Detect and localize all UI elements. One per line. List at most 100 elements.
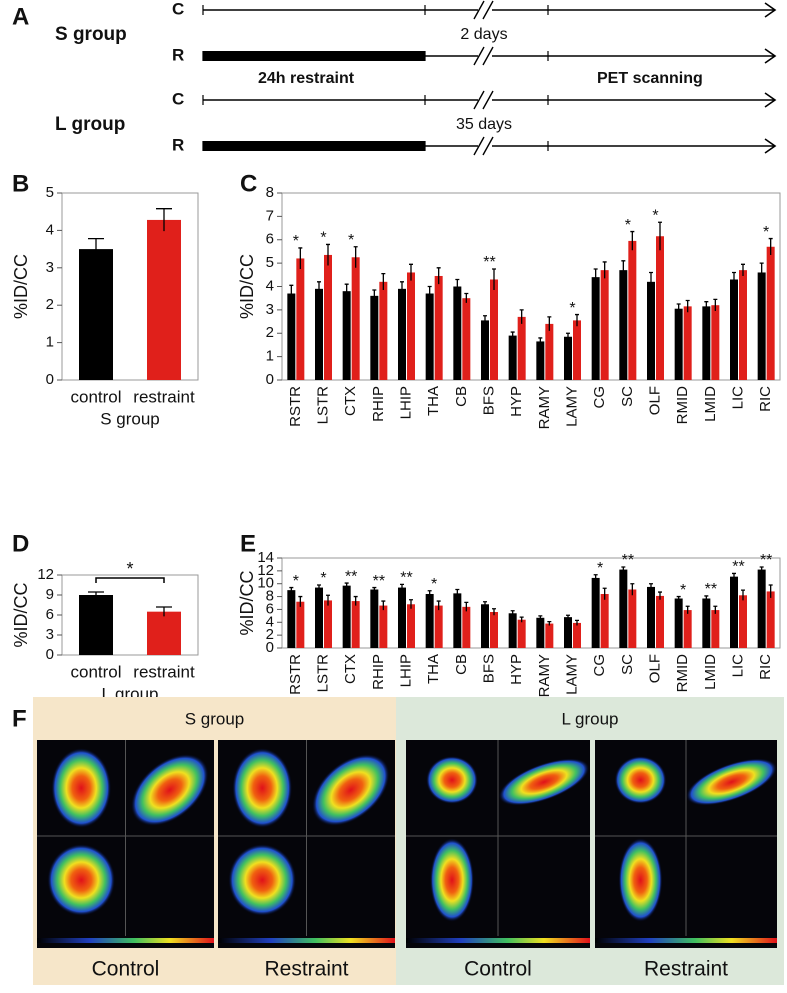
significance-label: * bbox=[126, 559, 133, 579]
x-tick-label: LAMY bbox=[563, 386, 580, 427]
bar bbox=[647, 586, 655, 648]
pet-colorbar bbox=[218, 938, 395, 943]
x-tick-label: CB bbox=[453, 654, 470, 675]
error-bar bbox=[713, 298, 718, 312]
bar bbox=[702, 598, 711, 648]
bar bbox=[628, 589, 637, 648]
bar bbox=[564, 617, 572, 648]
pet-signal bbox=[51, 748, 112, 828]
x-tick-label: LIC bbox=[729, 654, 746, 678]
significance-label: ** bbox=[400, 570, 412, 587]
significance-label: * bbox=[652, 207, 658, 224]
error-bar bbox=[621, 566, 626, 573]
y-axis-label: %ID/CC bbox=[237, 570, 257, 635]
significance-label: * bbox=[320, 230, 326, 247]
bar bbox=[407, 272, 415, 380]
y-tick-label: 8 bbox=[266, 588, 274, 605]
pet-image bbox=[218, 740, 395, 948]
x-tick-label: RSTR bbox=[287, 386, 304, 427]
error-bar bbox=[741, 263, 745, 276]
bar bbox=[425, 293, 434, 380]
bar bbox=[573, 320, 581, 380]
bar bbox=[351, 257, 360, 380]
bar bbox=[490, 279, 498, 380]
bar bbox=[462, 606, 471, 648]
error-bar bbox=[630, 230, 635, 251]
bar bbox=[324, 254, 332, 380]
error-bar bbox=[88, 591, 104, 598]
significance-label: * bbox=[763, 224, 769, 241]
significance-label: * bbox=[293, 573, 299, 590]
bar bbox=[147, 219, 181, 380]
bar bbox=[296, 601, 305, 648]
bar bbox=[674, 598, 683, 648]
pet-colorbar bbox=[37, 938, 214, 943]
error-bar bbox=[658, 591, 662, 600]
error-bar bbox=[759, 566, 764, 573]
restraint-label: 24h restraint bbox=[258, 70, 355, 87]
x-tick-label: SC bbox=[619, 386, 636, 407]
pet-image bbox=[595, 740, 778, 948]
error-bar bbox=[427, 590, 432, 598]
pet-signal bbox=[311, 753, 390, 827]
pet-signal bbox=[430, 838, 474, 922]
error-bar bbox=[566, 332, 570, 341]
x-tick-label: LMID bbox=[702, 654, 719, 690]
pet-signal bbox=[426, 756, 478, 804]
error-bar bbox=[289, 284, 294, 302]
error-bar bbox=[88, 237, 104, 260]
bar bbox=[434, 605, 443, 648]
bar bbox=[79, 249, 113, 380]
y-tick-label: 4 bbox=[266, 613, 274, 630]
bar bbox=[674, 308, 683, 380]
error-bar bbox=[483, 601, 487, 607]
bar bbox=[453, 593, 462, 648]
y-tick-label: 5 bbox=[46, 184, 54, 201]
significance-label: * bbox=[293, 233, 299, 250]
error-bar bbox=[156, 208, 172, 232]
image-caption: Control bbox=[464, 958, 532, 981]
bar bbox=[481, 604, 489, 648]
x-tick-label: BFS bbox=[480, 386, 497, 415]
y-tick-label: 12 bbox=[257, 562, 274, 579]
significance-label: ** bbox=[483, 254, 495, 271]
bar bbox=[683, 610, 692, 648]
x-tick-label: LIC bbox=[729, 386, 746, 410]
pet-colorbar bbox=[406, 938, 590, 943]
error-bar bbox=[298, 247, 303, 269]
x-tick-label: LSTR bbox=[314, 386, 331, 425]
bar bbox=[757, 272, 766, 380]
significance-label: * bbox=[348, 232, 354, 249]
bar bbox=[398, 288, 406, 380]
error-bar bbox=[732, 572, 736, 580]
x-tick-label: OLF bbox=[646, 654, 663, 683]
group-title: L group bbox=[561, 709, 618, 728]
significance-label: * bbox=[431, 576, 437, 593]
pet-image bbox=[406, 740, 590, 948]
bar bbox=[600, 594, 609, 648]
panel-label: B bbox=[12, 170, 29, 197]
plot-frame bbox=[61, 192, 199, 381]
error-bar bbox=[649, 583, 653, 591]
error-bar bbox=[713, 605, 718, 614]
x-tick-label: control bbox=[70, 662, 121, 681]
significance-label: * bbox=[680, 582, 686, 599]
bar bbox=[287, 590, 296, 648]
error-bar bbox=[704, 301, 709, 312]
bar bbox=[490, 612, 498, 648]
significance-label: * bbox=[320, 570, 326, 587]
x-tick-label: RAMY bbox=[536, 654, 553, 697]
significance-label: ** bbox=[760, 552, 772, 569]
error-bar bbox=[464, 292, 469, 303]
x-tick-label: SC bbox=[619, 654, 636, 675]
bar bbox=[730, 279, 738, 380]
bar bbox=[545, 323, 554, 380]
error-bar bbox=[317, 281, 321, 296]
bar bbox=[315, 587, 323, 648]
bar bbox=[324, 600, 332, 648]
pet-colorbar bbox=[595, 938, 777, 943]
error-bar bbox=[427, 285, 432, 301]
error-bar bbox=[353, 595, 358, 606]
error-bar bbox=[602, 261, 607, 279]
y-tick-label: 6 bbox=[46, 606, 54, 623]
